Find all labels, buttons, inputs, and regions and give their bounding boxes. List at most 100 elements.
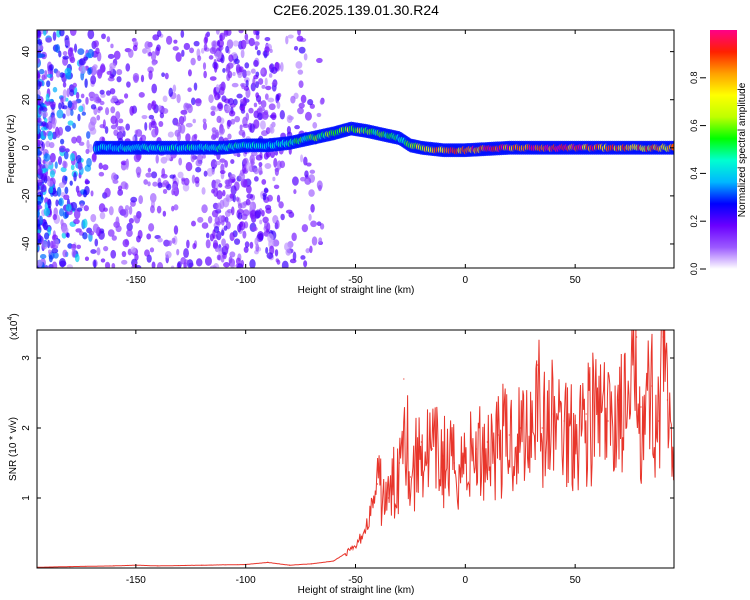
heatmap-noise-cell [144, 249, 150, 257]
heatmap-noise-cell [66, 264, 73, 268]
heatmap-noise-cell [165, 250, 172, 259]
heatmap-noise-cell [300, 255, 306, 260]
heatmap-noise-cell [62, 51, 68, 56]
heatmap-noise-cell [69, 109, 74, 116]
heatmap-noise-cell [49, 152, 56, 163]
heatmap-noise-cell [37, 229, 41, 234]
heatmap-noise-cell [238, 172, 246, 181]
heatmap-noise-cell [59, 145, 66, 153]
heatmap-noise-cell [208, 94, 214, 104]
heatmap-x-tick-label: 50 [570, 275, 582, 286]
heatmap-noise-cell [58, 102, 62, 110]
heatmap-noise-cell [64, 125, 72, 132]
heatmap-noise-cell [215, 221, 222, 226]
heatmap-noise-cell [73, 171, 77, 182]
heatmap-noise-cell [148, 114, 155, 120]
heatmap-noise-cell [37, 259, 43, 268]
heatmap-noise-cell [49, 170, 56, 178]
heatmap-noise-cell [234, 238, 241, 245]
snr-data-point [420, 441, 422, 443]
heatmap-noise-cell [255, 81, 259, 89]
heatmap-noise-cell [90, 213, 97, 223]
snr-data-point [332, 560, 335, 562]
heatmap-noise-cell [89, 96, 95, 102]
heatmap-noise-cell [205, 239, 211, 249]
heatmap-noise-cell [138, 195, 143, 205]
heatmap-noise-cell [224, 160, 228, 168]
heatmap-noise-cell [275, 258, 279, 263]
heatmap-noise-cell [103, 207, 108, 212]
heatmap-noise-cell [107, 53, 115, 59]
heatmap-noise-cell [235, 196, 240, 202]
heatmap-noise-cell [76, 135, 82, 144]
heatmap-noise-cell [249, 259, 256, 268]
heatmap-noise-cell [40, 184, 47, 193]
snr-data-point [267, 561, 269, 564]
heatmap-noise-cell [223, 225, 228, 231]
heatmap-noise-cell [175, 52, 182, 62]
heatmap-noise-cell [101, 33, 106, 40]
heatmap-noise-cell [263, 187, 269, 194]
heatmap-noise-cell [263, 152, 269, 160]
heatmap-noise-cell [239, 98, 245, 104]
snr-y-tick-label: 3 [21, 355, 32, 361]
heatmap-noise-cell [297, 30, 301, 36]
heatmap-noise-cell [274, 150, 279, 156]
heatmap-noise-cell [232, 194, 236, 203]
heatmap-noise-cell [229, 251, 236, 258]
heatmap-noise-cell [125, 123, 130, 131]
heatmap-noise-cell [297, 69, 304, 75]
heatmap-noise-cell [57, 155, 63, 166]
heatmap-noise-cell [234, 58, 240, 65]
snr-data-point [563, 420, 565, 422]
heatmap-noise-cell [242, 230, 247, 239]
heatmap-noise-cell [111, 235, 117, 241]
heatmap-noise-cell [62, 81, 67, 88]
heatmap-noise-cell [113, 50, 121, 60]
heatmap-noise-cell [55, 44, 61, 53]
heatmap-noise-cell [222, 68, 226, 73]
heatmap-noise-cell [223, 262, 231, 268]
heatmap-noise-cell [37, 185, 40, 191]
heatmap-noise-cell [110, 43, 114, 49]
snr-y-axis-label: SNR (10 * v/v) [8, 417, 19, 481]
heatmap-noise-cell [219, 127, 226, 135]
heatmap-noise-cell [183, 259, 189, 265]
heatmap-noise-cell [206, 167, 214, 177]
heatmap-noise-cell [122, 208, 129, 218]
heatmap-noise-cell [87, 67, 92, 76]
heatmap-noise-cell [219, 158, 226, 163]
snr-y-tick-label: 1 [21, 495, 32, 501]
heatmap-noise-cell [56, 186, 62, 197]
heatmap-noise-cell [293, 189, 297, 195]
heatmap-noise-cell [214, 161, 221, 166]
heatmap-noise-cell [62, 55, 70, 60]
heatmap-noise-cell [303, 260, 308, 268]
colorbar-tick-label: 0.6 [689, 119, 699, 132]
heatmap-noise-cell [115, 216, 120, 227]
heatmap-noise-cell [304, 111, 312, 121]
snr-data-point [69, 566, 71, 568]
heatmap-noise-cell [253, 74, 259, 80]
heatmap-noise-cell [59, 258, 66, 268]
heatmap-noise-cell [245, 162, 252, 172]
heatmap-noise-cell [39, 215, 44, 226]
heatmap-x-tick-label: 0 [463, 275, 469, 286]
heatmap-noise-cell [259, 120, 266, 130]
heatmap-noise-cell [212, 239, 218, 249]
colorbar: 0.0 0.2 0.4 0.6 0.8 Normalized spectral ampl… [689, 30, 748, 275]
snr-data-point [310, 563, 313, 565]
heatmap-noise-cell [80, 93, 85, 99]
heatmap-noise-cell [203, 170, 208, 177]
heatmap-noise-cell [110, 249, 117, 259]
heatmap-noise-cell [224, 216, 229, 223]
heatmap-noise-cell [90, 104, 97, 110]
heatmap-noise-cell [308, 213, 312, 221]
heatmap-noise-cell [279, 160, 286, 169]
heatmap-noise-cell [194, 176, 200, 184]
heatmap-noise-cell [94, 238, 99, 247]
heatmap-noise-cell [39, 106, 44, 111]
snr-data-point [585, 413, 587, 415]
heatmap-noise-cell [228, 54, 234, 62]
heatmap-noise-cell [286, 125, 291, 135]
